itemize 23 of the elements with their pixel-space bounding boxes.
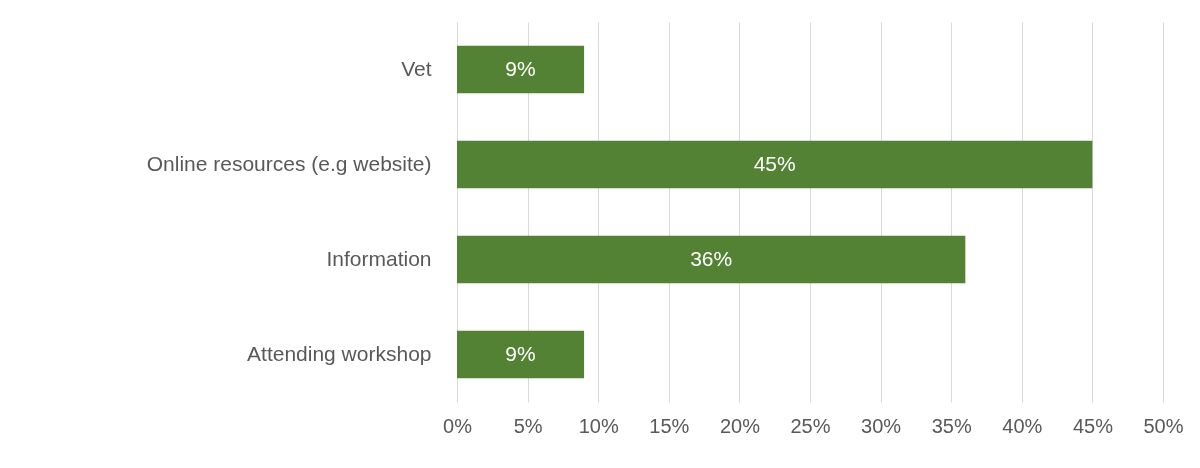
data-label: 45% xyxy=(753,151,796,175)
bar xyxy=(457,330,585,379)
x-tick-label: 15% xyxy=(649,414,690,437)
x-tick-label: 45% xyxy=(1072,414,1114,437)
x-tick-label: 10% xyxy=(578,414,619,437)
x-tick-label: 25% xyxy=(790,414,831,437)
data-label: 36% xyxy=(690,246,733,270)
y-tick-label: Online resources (e.g website) xyxy=(146,151,432,175)
x-tick-label: 0% xyxy=(443,414,473,437)
data-label: 9% xyxy=(505,56,536,80)
x-tick-label: 20% xyxy=(719,414,761,437)
x-tick-label: 5% xyxy=(513,414,543,437)
x-tick-label: 50% xyxy=(1143,414,1184,437)
bar xyxy=(457,45,585,94)
x-tick-label: 40% xyxy=(1002,414,1043,437)
bar xyxy=(457,140,1093,189)
y-tick-label: Information xyxy=(326,246,432,270)
x-tick-label: 30% xyxy=(861,414,902,437)
y-tick-label: Attending workshop xyxy=(247,341,432,365)
y-tick-label: Vet xyxy=(401,56,432,80)
x-tick-label: 35% xyxy=(931,414,972,437)
data-label: 9% xyxy=(505,341,536,365)
bar xyxy=(457,235,966,284)
